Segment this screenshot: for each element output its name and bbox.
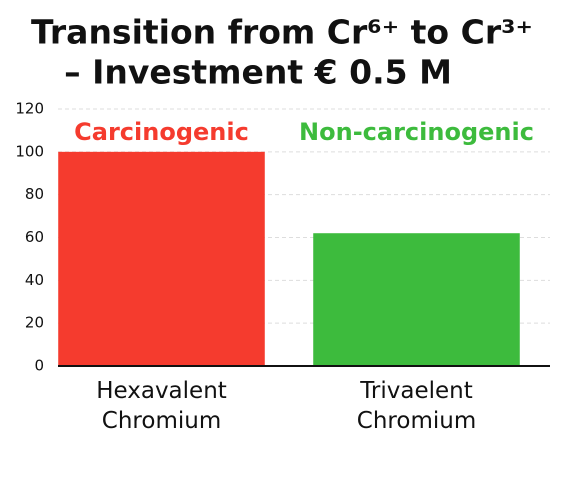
y-tick-label: 120 — [15, 100, 44, 118]
chart-title: Transition from Cr⁶⁺ to Cr³⁺ — [31, 13, 533, 52]
y-tick-label: 60 — [25, 228, 44, 246]
annotation: Carcinogenic — [74, 118, 249, 146]
bar — [58, 151, 265, 366]
x-tick-label: Trivaelent Chromium — [356, 378, 477, 434]
chart-title: – Investment € 0.5 M — [64, 53, 452, 92]
y-tick-label: 100 — [15, 142, 44, 160]
y-tick-label: 20 — [25, 314, 44, 332]
y-tick-label: 80 — [25, 185, 44, 203]
y-tick-label: 0 — [34, 357, 44, 375]
annotation: Non-carcinogenic — [299, 118, 534, 146]
x-tick-label: Hexavalent Chromium — [96, 378, 227, 434]
y-tick-label: 40 — [25, 271, 44, 289]
bar — [313, 233, 520, 366]
